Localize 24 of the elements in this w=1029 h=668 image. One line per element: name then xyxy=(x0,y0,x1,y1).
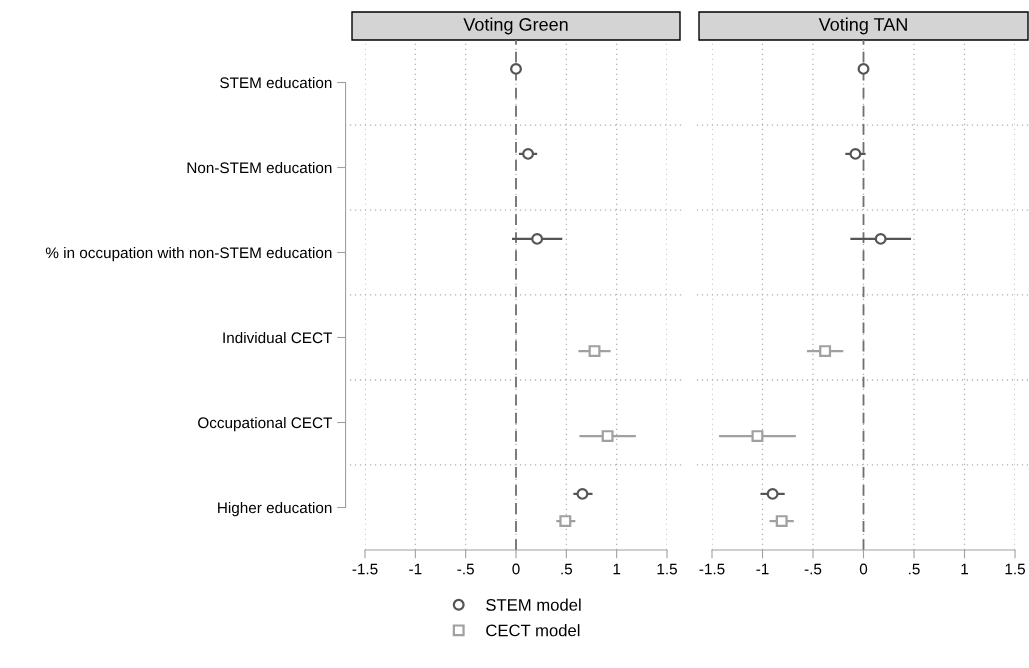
x-tick-label: 1.5 xyxy=(1005,563,1025,575)
legend-label: STEM model xyxy=(486,598,581,611)
y-tick-label: Occupational CECT xyxy=(198,416,333,432)
chart-title: Voting TAN xyxy=(818,17,907,35)
chart-title: Voting Green xyxy=(463,17,568,35)
x-tick-label: -.5 xyxy=(457,563,474,575)
x-tick-label: 1.5 xyxy=(657,563,677,575)
x-tick-label: 1 xyxy=(613,563,621,575)
y-tick-label: Individual CECT xyxy=(223,331,333,344)
x-tick-label: -.5 xyxy=(804,563,822,575)
x-tick-label: .5 xyxy=(561,563,573,575)
x-tick-label: -1.5 xyxy=(699,563,725,575)
x-tick-label: 0 xyxy=(512,563,520,575)
x-tick-label: -1 xyxy=(756,563,769,575)
y-tick-label: % in occupation with non-STEM education xyxy=(45,246,332,262)
x-tick-label: .5 xyxy=(909,563,920,575)
y-tick-label: Non-STEM education xyxy=(187,161,332,174)
x-tick-label: -1 xyxy=(409,563,422,575)
x-tick-label: 1 xyxy=(961,563,968,575)
y-tick-label: Higher education xyxy=(218,501,332,517)
y-tick-label: STEM education xyxy=(220,76,332,89)
x-tick-label: 0 xyxy=(859,563,868,575)
x-tick-label: -1.5 xyxy=(352,563,378,575)
legend-label: CECT model xyxy=(486,624,580,637)
